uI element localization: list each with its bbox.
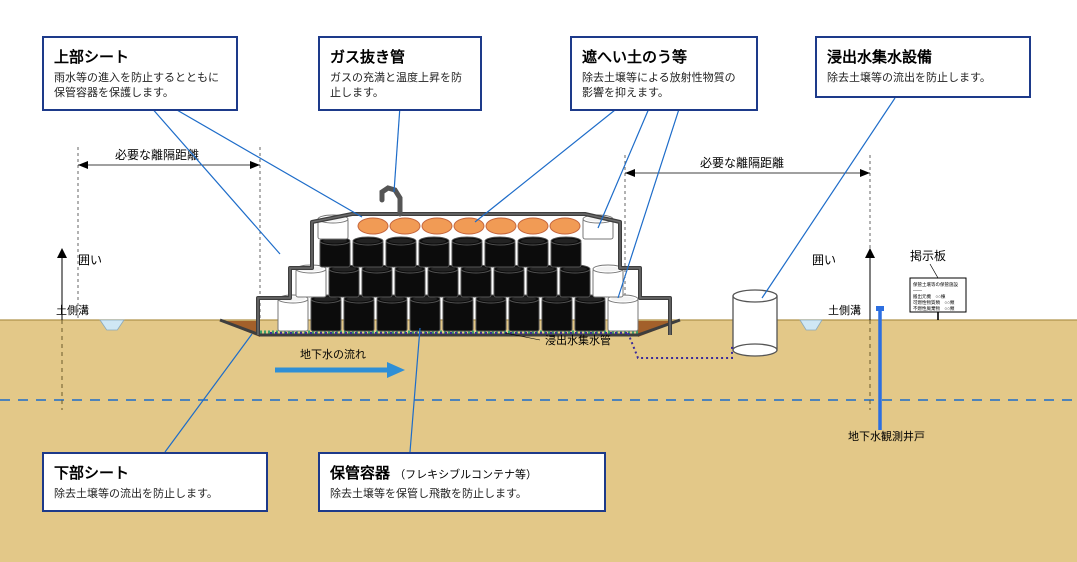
callout-container: 保管容器 （フレキシブルコンテナ等） 除去土壌等を保管し飛散を防止します。	[318, 452, 606, 512]
callout-title: 浸出水集水設備	[827, 46, 1019, 67]
callout-upper-sheet: 上部シート 雨水等の進入を防止するとともに保管容器を保護します。	[42, 36, 238, 111]
svg-text:掲示板: 掲示板	[910, 248, 946, 263]
callout-title: 上部シート	[54, 46, 226, 67]
callout-desc: ガスの充満と温度上昇を防止します。	[330, 71, 470, 101]
svg-text:地下水の流れ: 地下水の流れ	[300, 347, 366, 361]
callout-title: 下部シート	[54, 462, 256, 483]
svg-text:保管土壌等の保管施設: 保管土壌等の保管施設	[913, 281, 958, 288]
callout-desc: 除去土壌等を保管し飛散を防止します。	[330, 487, 594, 502]
callout-lower-sheet: 下部シート 除去土壌等の流出を防止します。	[42, 452, 268, 512]
callout-title: ガス抜き管	[330, 46, 470, 67]
svg-text:——: ——	[913, 288, 923, 293]
callout-desc: 除去土壌等の流出を防止します。	[54, 487, 256, 502]
svg-text:必要な離隔距離: 必要な離隔距離	[700, 156, 784, 170]
svg-text:土側溝: 土側溝	[56, 304, 89, 317]
callout-title: 遮へい土のう等	[582, 46, 746, 67]
svg-text:可燃性物質類 ○○類: 可燃性物質類 ○○類	[913, 299, 955, 306]
svg-text:囲い: 囲い	[812, 253, 836, 267]
callout-seepage-facility: 浸出水集水設備 除去土壌等の流出を防止します。	[815, 36, 1031, 98]
svg-text:浸出水集水管: 浸出水集水管	[545, 333, 611, 347]
svg-text:土側溝: 土側溝	[828, 304, 861, 317]
callout-desc: 雨水等の進入を防止するとともに保管容器を保護します。	[54, 71, 226, 101]
callout-title: 保管容器 （フレキシブルコンテナ等）	[330, 462, 594, 483]
svg-text:必要な離隔距離: 必要な離隔距離	[115, 148, 199, 162]
callout-desc: 除去土壌等による放射性物質の影響を抑えます。	[582, 71, 746, 101]
svg-text:搬出元機 ○○棟: 搬出元機 ○○棟	[913, 293, 946, 300]
svg-text:囲い: 囲い	[78, 253, 102, 267]
callout-desc: 除去土壌等の流出を防止します。	[827, 71, 1019, 86]
svg-text:地下水観測井戸: 地下水観測井戸	[848, 429, 925, 443]
callout-gas-pipe: ガス抜き管 ガスの充満と温度上昇を防止します。	[318, 36, 482, 111]
svg-text:不燃性廃棄物 ○○類: 不燃性廃棄物 ○○類	[913, 305, 955, 312]
callout-sandbag: 遮へい土のう等 除去土壌等による放射性物質の影響を抑えます。	[570, 36, 758, 111]
